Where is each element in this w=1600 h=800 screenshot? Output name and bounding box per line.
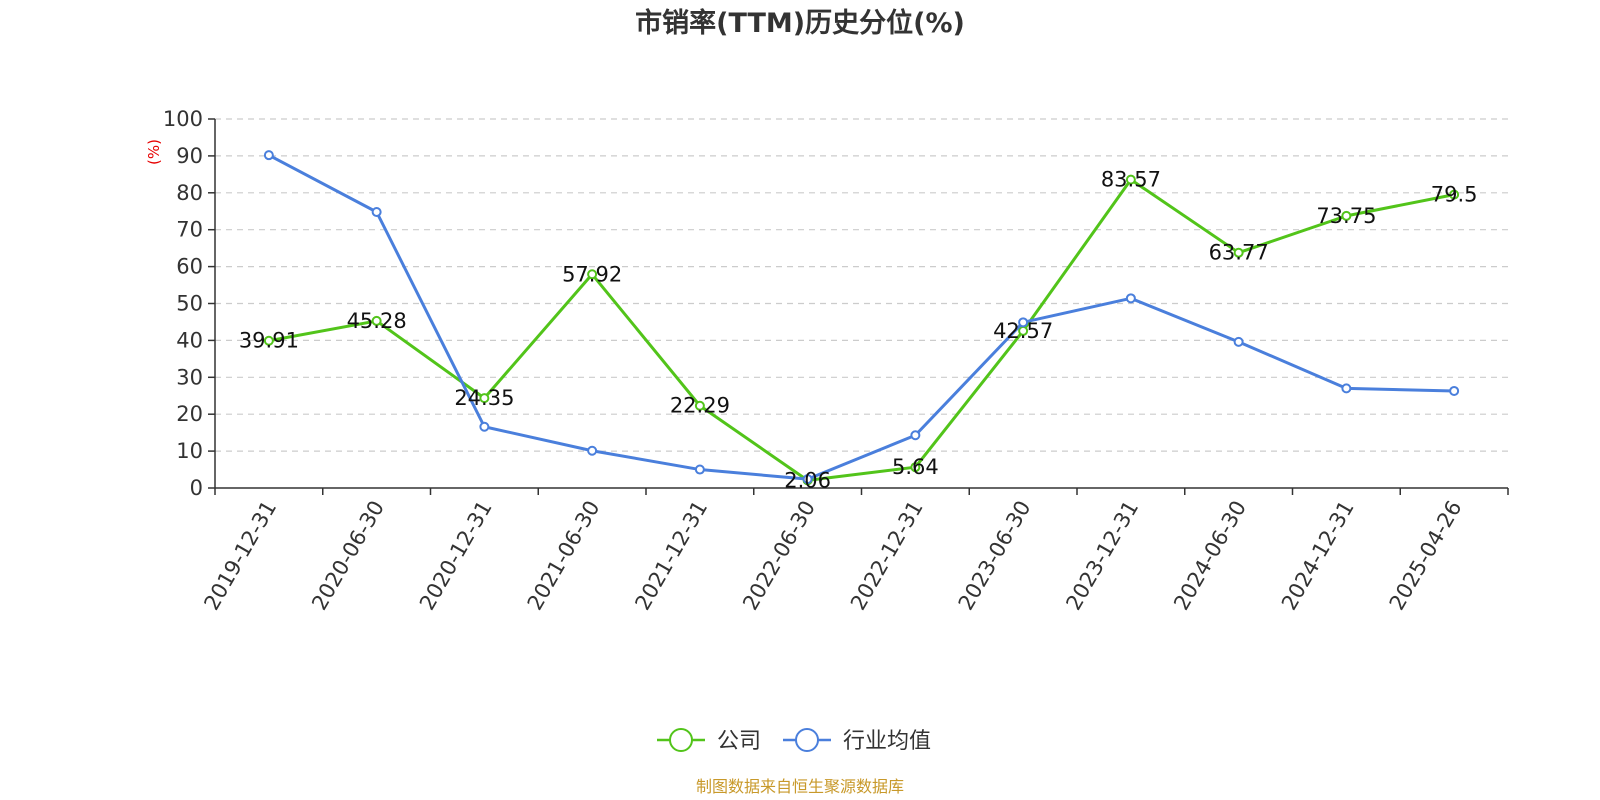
data-point[interactable]	[479, 421, 490, 432]
data-point[interactable]	[1125, 174, 1136, 185]
y-tick-label: 50	[176, 292, 203, 316]
data-label: 57.92	[562, 262, 622, 286]
y-axis-label: (%)	[145, 139, 163, 165]
data-label: 2.06	[784, 468, 831, 492]
data-point[interactable]	[587, 269, 598, 280]
data-point[interactable]	[1449, 189, 1460, 200]
y-tick-label: 90	[176, 144, 203, 168]
data-point[interactable]	[1018, 317, 1029, 328]
x-tick-label: 2021-06-30	[523, 497, 605, 615]
data-point[interactable]	[802, 474, 813, 485]
data-point[interactable]	[587, 445, 598, 456]
y-tick-label: 60	[176, 255, 203, 279]
legend-item-1[interactable]: 行业均值	[783, 728, 931, 754]
legend-label: 行业均值	[843, 729, 931, 754]
data-point[interactable]	[1449, 385, 1460, 396]
y-tick-label: 10	[176, 439, 203, 463]
data-point[interactable]	[479, 393, 490, 404]
data-label: 24.35	[454, 386, 514, 410]
chart-title: 市销率(TTM)历史分位(%)	[635, 7, 965, 39]
x-tick-label: 2020-06-30	[307, 497, 389, 615]
data-label: 63.77	[1209, 241, 1269, 265]
data-point[interactable]	[694, 400, 705, 411]
legend-item-0[interactable]: 公司	[657, 728, 761, 754]
y-tick-label: 100	[163, 107, 203, 131]
series-line-1	[268, 153, 1455, 481]
x-tick-label: 2025-04-26	[1385, 497, 1467, 615]
x-tick-label: 2019-12-31	[199, 497, 281, 615]
data-point[interactable]	[371, 206, 382, 217]
data-point[interactable]	[371, 315, 382, 326]
x-tick-label: 2023-12-31	[1061, 497, 1143, 615]
data-point[interactable]	[1125, 293, 1136, 304]
data-label: 42.57	[993, 319, 1053, 343]
data-point[interactable]	[910, 430, 921, 441]
legend-marker-icon	[669, 728, 693, 752]
y-tick-label: 20	[176, 402, 203, 426]
series-layer	[263, 150, 1460, 486]
data-label: 73.75	[1316, 204, 1376, 228]
data-label: 79.5	[1431, 183, 1478, 207]
y-tick-label: 30	[176, 365, 203, 389]
series-line-0	[268, 178, 1455, 482]
legend-label: 公司	[717, 729, 761, 754]
legend-marker-icon	[795, 728, 819, 752]
data-point[interactable]	[694, 464, 705, 475]
data-label: 22.29	[670, 394, 730, 418]
x-tick-label: 2022-06-30	[738, 497, 820, 615]
axis-layer: 0 10 20 30 40 50 60 70 80 90 100(%) 2019-12-31 2020-…	[145, 107, 1509, 615]
y-tick-label: 70	[176, 218, 203, 242]
y-tick-label: 80	[176, 181, 203, 205]
data-point[interactable]	[263, 335, 274, 346]
x-tick-label: 2020-12-31	[415, 497, 497, 615]
x-tick-label: 2023-06-30	[954, 497, 1036, 615]
x-tick-label: 2022-12-31	[846, 497, 928, 615]
data-label: 45.28	[347, 309, 407, 333]
data-point[interactable]	[263, 150, 274, 161]
data-label: 5.64	[892, 455, 939, 479]
data-point[interactable]	[1233, 247, 1244, 258]
grid-layer	[215, 118, 1508, 452]
data-point[interactable]	[910, 462, 921, 473]
x-tick-label: 2024-12-31	[1277, 497, 1359, 615]
x-tick-label: 2021-12-31	[630, 497, 712, 615]
y-tick-label: 0	[190, 476, 203, 500]
data-label: 83.57	[1101, 168, 1161, 192]
data-point[interactable]	[1341, 383, 1352, 394]
label-layer: 39.91 45.28 24.35 57.92 22.29 2.06 5.64 42.57 83…	[239, 168, 1478, 493]
data-point[interactable]	[1341, 210, 1352, 221]
y-tick-label: 40	[176, 328, 203, 352]
legend[interactable]: 公司 行业均值	[657, 728, 931, 754]
source-note: 制图数据来自恒生聚源数据库	[696, 777, 904, 796]
x-tick-label: 2024-06-30	[1169, 497, 1251, 615]
data-label: 39.91	[239, 329, 299, 353]
data-point[interactable]	[1233, 336, 1244, 347]
